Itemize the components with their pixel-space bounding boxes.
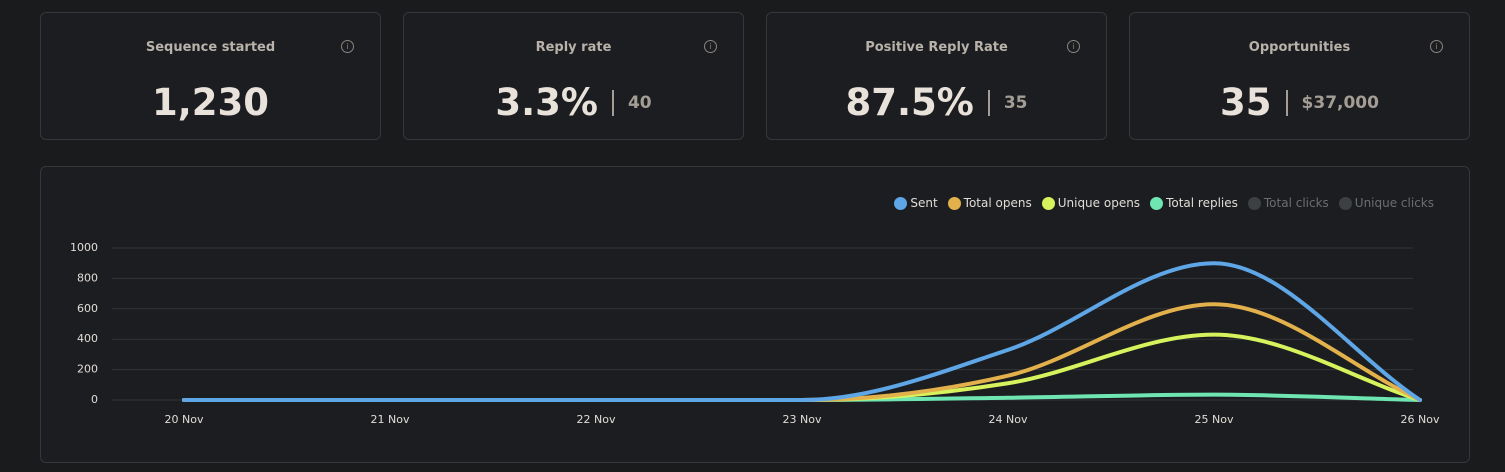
value-row: 35 $37,000 [1130, 81, 1469, 124]
legend-dot [1247, 196, 1261, 210]
legend-label: Unique clicks [1354, 196, 1434, 210]
x-tick-label: 22 Nov [577, 413, 616, 426]
legend-item[interactable]: Unique clicks [1338, 196, 1434, 210]
legend-label: Sent [910, 196, 938, 210]
card-value: 35 [1220, 81, 1272, 124]
card-secondary: 40 [627, 92, 652, 113]
value-row: 1,230 [41, 81, 380, 124]
legend-item[interactable]: Total replies [1150, 196, 1238, 210]
legend: Sent Total opens Unique opens Total replies… [894, 196, 1434, 210]
card-value: 3.3% [495, 81, 598, 124]
series-line [182, 261, 1422, 403]
legend-label: Unique opens [1057, 196, 1141, 210]
value-row: 87.5% 35 [767, 81, 1106, 124]
card-title: Opportunities [1248, 40, 1351, 55]
series-line [182, 332, 1422, 403]
legend-dot [1150, 196, 1164, 210]
y-tick-label: 200 [77, 363, 98, 376]
y-tick-label: 0 [91, 393, 98, 406]
x-tick-label: 26 Nov [1401, 413, 1440, 426]
legend-label: Total opens [963, 196, 1032, 210]
card-value: 1,230 [151, 81, 270, 124]
y-tick-label: 600 [77, 302, 98, 315]
legend-item[interactable]: Sent [894, 196, 938, 210]
y-tick-label: 800 [77, 271, 98, 284]
info-icon: i [704, 40, 717, 53]
x-tick-label: 20 Nov [165, 413, 204, 426]
info-icon: i [341, 40, 354, 53]
legend-dot [1041, 196, 1055, 210]
value-row: 3.3% 40 [404, 81, 743, 124]
legend-item[interactable]: Total clicks [1247, 196, 1329, 210]
card-value: 87.5% [845, 81, 974, 124]
metric-card: Opportunities i 35 $37,000 [1129, 12, 1470, 140]
legend-item[interactable]: Total opens [947, 196, 1032, 210]
series-line [182, 302, 1422, 403]
chart-card [40, 166, 1470, 463]
metric-card: Sequence started i 1,230 [40, 12, 381, 140]
card-secondary: 35 [1003, 92, 1028, 113]
x-tick-label: 24 Nov [989, 413, 1028, 426]
info-icon: i [1430, 40, 1443, 53]
x-tick-label: 21 Nov [371, 413, 410, 426]
separator [611, 89, 614, 116]
legend-dot [894, 196, 908, 210]
y-tick-label: 400 [77, 332, 98, 345]
separator [987, 89, 990, 116]
legend-label: Total replies [1166, 196, 1238, 210]
legend-item[interactable]: Unique opens [1041, 196, 1141, 210]
card-title: Positive Reply Rate [865, 40, 1008, 55]
x-tick-label: 25 Nov [1195, 413, 1234, 426]
legend-dot [1338, 196, 1352, 210]
info-icon: i [1067, 40, 1080, 53]
card-title: Sequence started [145, 40, 276, 55]
legend-label: Total clicks [1263, 196, 1329, 210]
metric-card: Reply rate i 3.3% 40 [403, 12, 744, 140]
y-tick-label: 1000 [70, 241, 98, 254]
metric-card: Positive Reply Rate i 87.5% 35 [766, 12, 1107, 140]
x-tick-label: 23 Nov [783, 413, 822, 426]
card-title: Reply rate [535, 40, 612, 55]
separator [1285, 89, 1288, 116]
legend-dot [947, 196, 961, 210]
card-secondary: $37,000 [1301, 92, 1379, 113]
